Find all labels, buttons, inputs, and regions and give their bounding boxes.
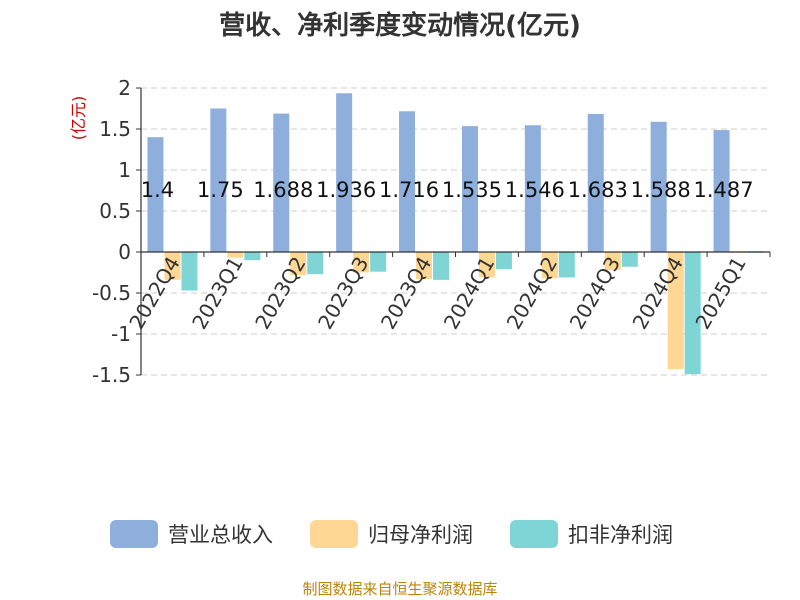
revenue-data-label: 1.588 [631, 178, 691, 202]
bar-revenue [713, 130, 730, 252]
revenue-data-label: 1.75 [197, 178, 244, 202]
revenue-data-label: 1.936 [316, 178, 376, 202]
revenue-data-label: 1.4 [141, 178, 174, 202]
revenue-data-label: 1.546 [505, 178, 565, 202]
bar-net-profit [478, 252, 495, 278]
grid-lines [141, 87, 770, 376]
chart-title: 营收、净利季度变动情况(亿元) [219, 10, 581, 41]
bar-deducted-net-profit [307, 252, 324, 275]
y-tick-label: 0 [118, 240, 131, 264]
y-tick-label: -1 [111, 322, 131, 346]
revenue-data-label: 1.683 [568, 178, 628, 202]
bar-net-profit [604, 252, 621, 271]
y-axis-unit: (亿元) [69, 96, 88, 141]
bar-deducted-net-profit [433, 252, 450, 280]
y-tick-label: -1.5 [92, 363, 131, 387]
bar-deducted-net-profit [684, 252, 701, 375]
y-tick-label: -0.5 [92, 281, 131, 305]
bar-revenue [650, 121, 667, 252]
bar-revenue [210, 108, 227, 252]
bar-revenue [524, 125, 541, 252]
legend-swatch [510, 520, 558, 548]
bar-revenue [587, 113, 604, 252]
bar-deducted-net-profit [181, 252, 198, 291]
y-tick-label: 1.5 [99, 117, 131, 141]
legend-label: 营业总收入 [168, 523, 273, 547]
bar-net-profit [541, 252, 558, 279]
bar-deducted-net-profit [495, 252, 512, 270]
legend-label: 归母净利润 [368, 523, 473, 547]
data-source-note: 制图数据来自恒生聚源数据库 [302, 580, 497, 598]
bar-deducted-net-profit [370, 252, 387, 272]
bar-net-profit [164, 252, 181, 280]
bar-revenue [336, 93, 353, 252]
bar-revenue [399, 111, 416, 253]
revenue-data-label: 1.535 [442, 178, 502, 202]
bar-deducted-net-profit [621, 252, 638, 267]
bar-net-profit [416, 252, 433, 280]
legend-label: 扣非净利润 [568, 523, 673, 547]
y-tick-label: 0.5 [99, 199, 131, 223]
legend: 营业总收入 归母净利润 扣非净利润 [110, 520, 673, 548]
bars [147, 93, 764, 375]
bar-deducted-net-profit [558, 252, 575, 278]
bar-net-profit [227, 252, 244, 258]
y-tick-label: 2 [118, 76, 131, 100]
bar-revenue [273, 113, 290, 252]
revenue-data-label: 1.487 [693, 178, 753, 202]
y-axis-ticks: 2 1.5 1 0.5 0 -0.5 -1 -1.5 [92, 76, 141, 387]
revenue-data-label: 1.688 [253, 178, 313, 202]
data-labels: 1.4 1.75 1.688 1.936 1.716 1.535 1.546 1.683 1.5… [141, 178, 754, 202]
bar-revenue [147, 137, 164, 252]
y-tick-label: 1 [118, 158, 131, 182]
bar-revenue [461, 126, 478, 252]
legend-swatch [110, 520, 158, 548]
revenue-data-label: 1.716 [379, 178, 439, 202]
bar-deducted-net-profit [244, 252, 261, 261]
bar-net-profit [353, 252, 370, 273]
bar-net-profit [667, 252, 684, 370]
bar-net-profit [290, 252, 307, 275]
legend-swatch [310, 520, 358, 548]
